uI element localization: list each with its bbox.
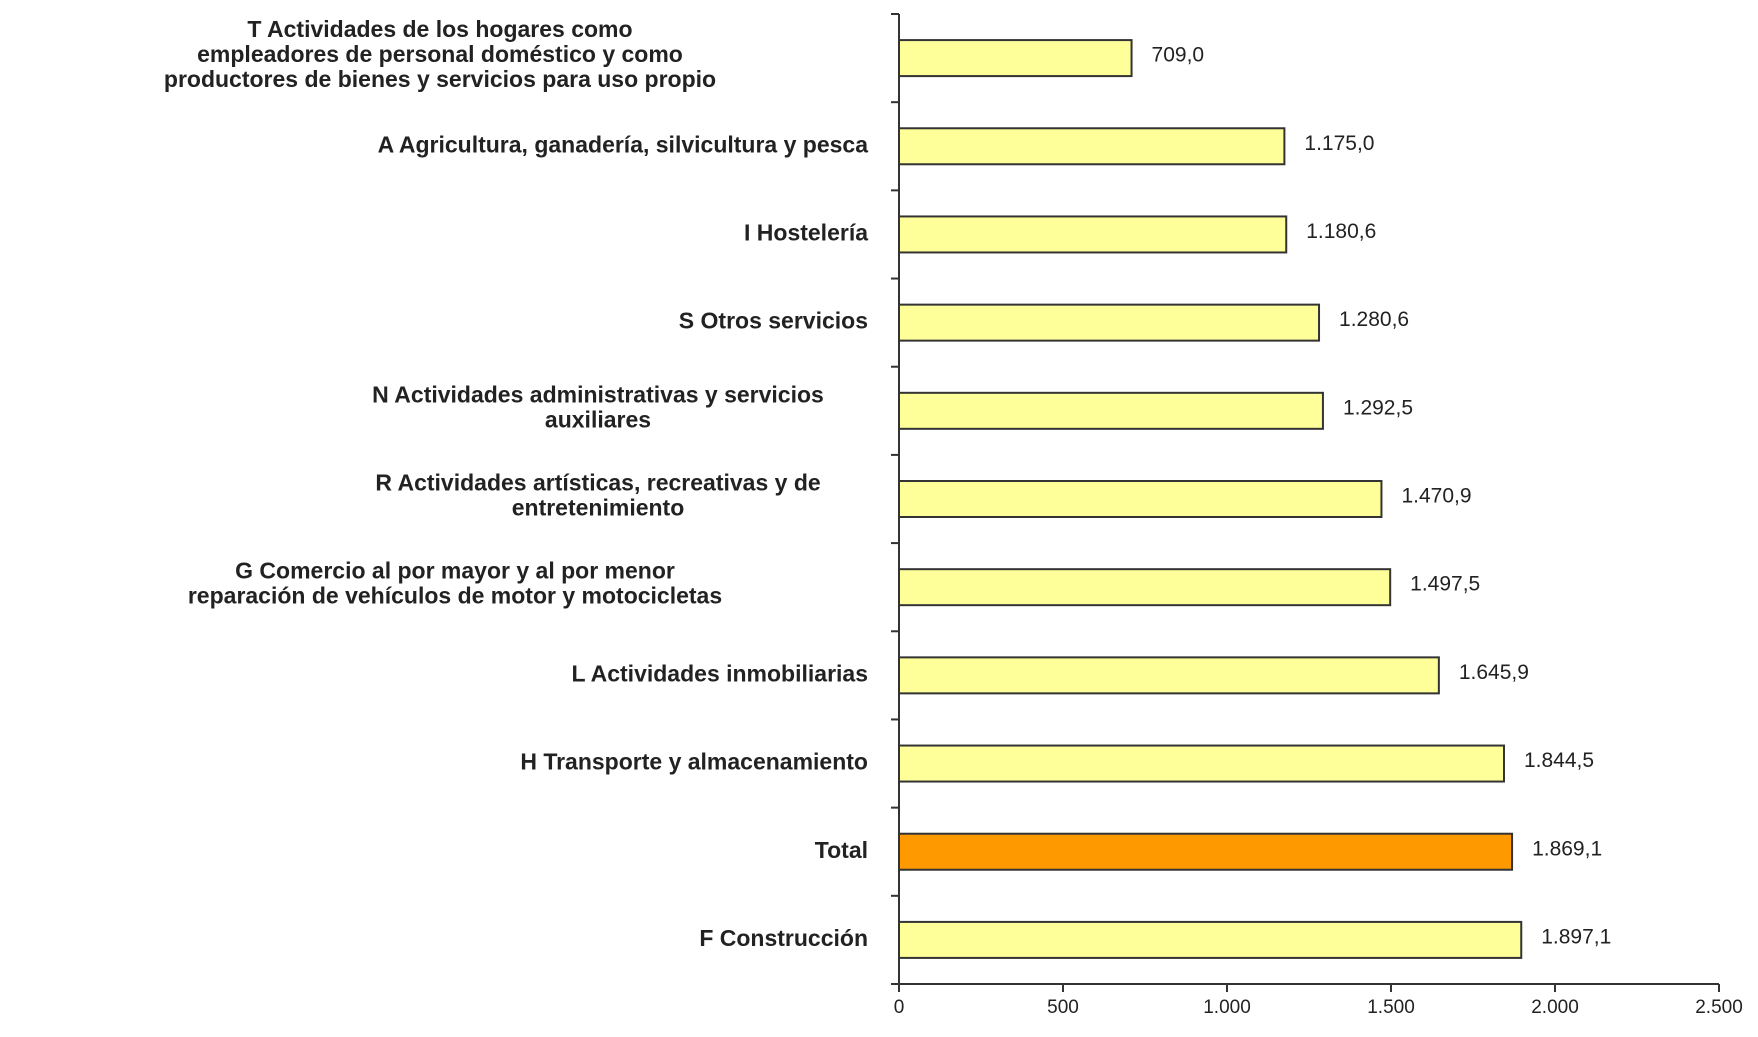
x-tick-label: 2.500 bbox=[1695, 997, 1743, 1018]
value-label: 1.844,5 bbox=[1524, 749, 1594, 772]
bar bbox=[898, 127, 1286, 166]
category-label: H Transporte y almacenamiento bbox=[520, 749, 868, 775]
x-tick-label: 1.500 bbox=[1367, 997, 1415, 1018]
value-label: 1.292,5 bbox=[1343, 396, 1413, 419]
value-label: 1.497,5 bbox=[1410, 573, 1480, 596]
bar bbox=[898, 568, 1392, 607]
value-label: 709,0 bbox=[1152, 44, 1205, 67]
category-label: F Construcción bbox=[699, 925, 868, 951]
value-label: 1.645,9 bbox=[1459, 661, 1529, 684]
value-label: 1.280,6 bbox=[1339, 308, 1409, 331]
value-label: 1.470,9 bbox=[1401, 485, 1471, 508]
x-tick-label: 2.000 bbox=[1531, 997, 1579, 1018]
category-label: T Actividades de los hogares como emplead… bbox=[164, 16, 716, 92]
x-tick-label: 1.000 bbox=[1203, 997, 1251, 1018]
value-label: 1.175,0 bbox=[1304, 132, 1374, 155]
category-label: I Hostelería bbox=[744, 220, 868, 246]
bar bbox=[898, 920, 1523, 959]
bar bbox=[898, 39, 1133, 78]
bar bbox=[898, 303, 1321, 342]
x-tick-label: 0 bbox=[894, 997, 905, 1018]
bar bbox=[898, 832, 1514, 871]
bar bbox=[898, 480, 1383, 518]
category-label: S Otros servicios bbox=[679, 308, 868, 334]
value-label: 1.180,6 bbox=[1306, 220, 1376, 243]
x-tick-label: 500 bbox=[1047, 997, 1079, 1018]
category-label: N Actividades administrativas y servicio… bbox=[372, 381, 824, 432]
category-label: L Actividades inmobiliarias bbox=[571, 660, 868, 686]
bar bbox=[898, 656, 1440, 695]
category-label: G Comercio al por mayor y al por menor re… bbox=[188, 558, 722, 609]
bar bbox=[898, 744, 1505, 783]
value-label: 1.897,1 bbox=[1541, 925, 1611, 948]
category-label: Total bbox=[815, 837, 868, 863]
category-label: R Actividades artísticas, recreativas y … bbox=[375, 470, 820, 521]
bar bbox=[898, 391, 1324, 430]
value-label: 1.869,1 bbox=[1532, 837, 1602, 860]
category-label: A Agricultura, ganadería, silvicultura y… bbox=[378, 131, 869, 157]
bar bbox=[898, 215, 1288, 254]
